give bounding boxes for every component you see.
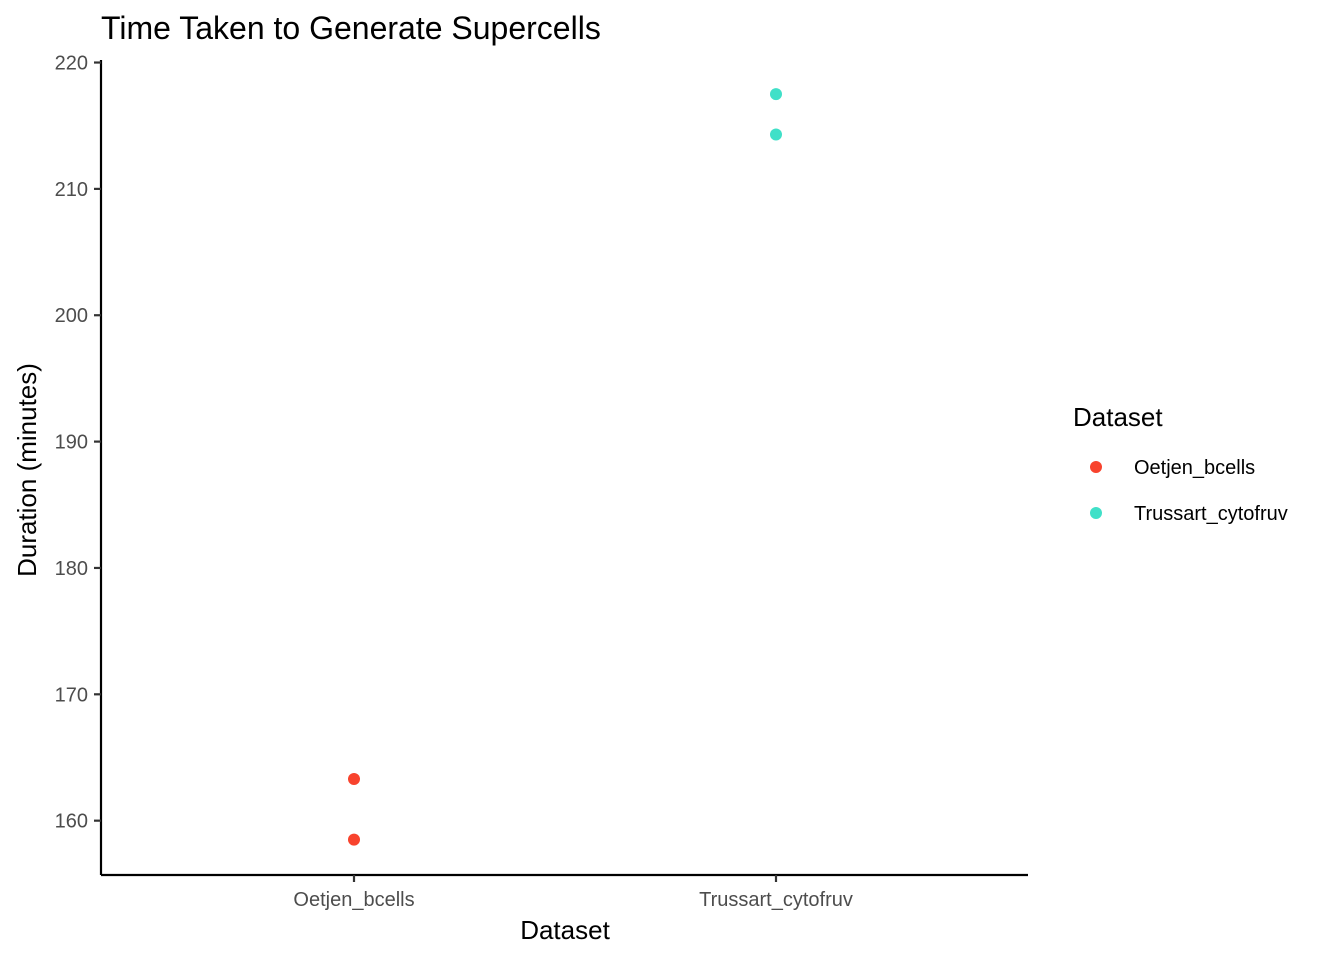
y-tick-label: 220: [55, 53, 88, 75]
legend-label: Trussart_cytofruv: [1134, 503, 1288, 525]
chart-title: Time Taken to Generate Supercells: [101, 10, 601, 46]
y-tick-label: 180: [55, 558, 88, 580]
data-points: [348, 88, 782, 846]
y-axis: 160 170 180 190 200 210 220: [55, 53, 103, 875]
x-tick-label: Oetjen_bcells: [293, 889, 414, 911]
legend-key: [1090, 507, 1102, 519]
y-tick-label: 170: [55, 684, 88, 706]
data-point: [770, 88, 782, 101]
x-axis-title: Dataset: [520, 915, 610, 945]
x-axis: Oetjen_bcells Trussart_cytofruv: [101, 873, 1028, 911]
data-point: [348, 833, 360, 846]
y-axis-title: Duration (minutes): [12, 363, 42, 577]
legend-title: Dataset: [1073, 402, 1163, 432]
data-point: [770, 128, 782, 141]
y-tick-label: 210: [55, 179, 88, 201]
y-tick-label: 160: [55, 811, 88, 833]
data-point: [348, 772, 360, 785]
legend-key: [1090, 461, 1102, 473]
x-tick-label: Trussart_cytofruv: [699, 889, 853, 911]
y-tick-label: 200: [55, 305, 88, 327]
legend: Dataset Oetjen_bcells Trussart_cytofruv: [1073, 402, 1288, 525]
legend-label: Oetjen_bcells: [1134, 457, 1255, 479]
y-tick-label: 190: [55, 432, 88, 454]
